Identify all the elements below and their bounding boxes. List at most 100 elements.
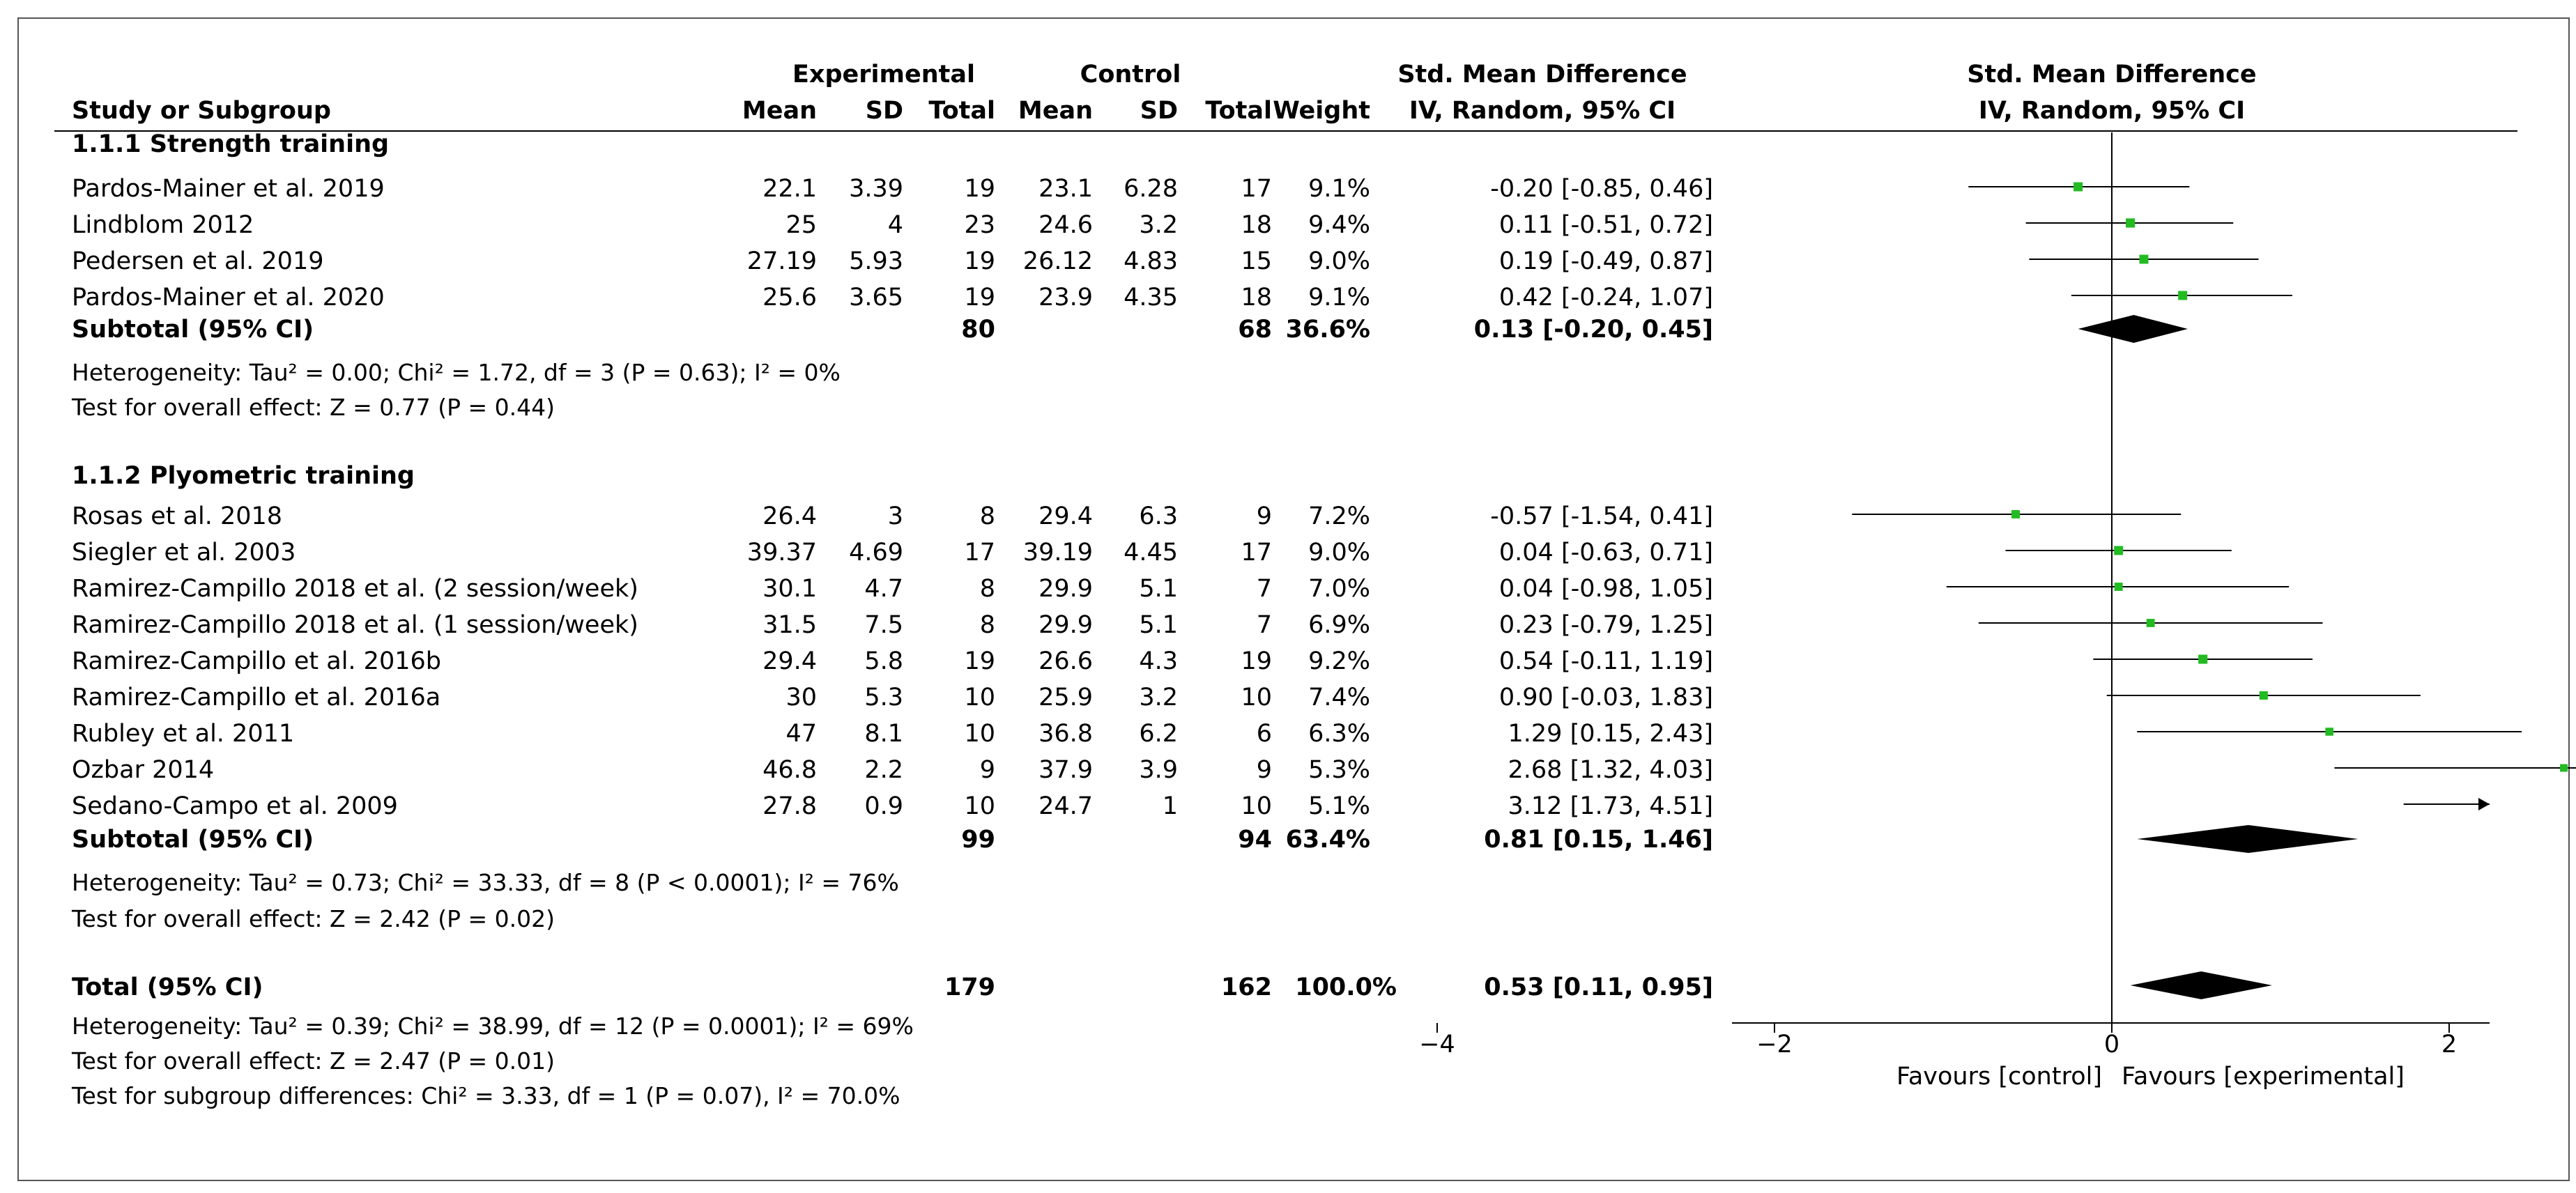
study-name: Lindblom 2012 xyxy=(72,211,254,239)
e-mean: 39.37 xyxy=(747,539,817,567)
c-total: 17 xyxy=(1241,539,1272,567)
ci-text: 0.11 [-0.51, 0.72] xyxy=(1499,211,1713,239)
study-marks xyxy=(1852,182,2576,999)
header-e-mean: Mean xyxy=(742,97,817,125)
subgroup-title: 1.1.2 Plyometric training xyxy=(72,462,415,490)
table-row: Rubley et al. 2011 47 8.1 10 36.8 6.2 6 … xyxy=(72,720,1713,748)
weight: 9.4% xyxy=(1308,211,1370,239)
ci-text: 2.68 [1.32, 4.03] xyxy=(1508,756,1713,784)
e-sd: 5.93 xyxy=(849,247,903,275)
c-total: 7 xyxy=(1257,575,1272,603)
c-total: 18 xyxy=(1241,284,1272,311)
header-method-plot: IV, Random, 95% CI xyxy=(1979,97,2245,125)
study-name: Ramirez-Campillo 2018 et al. (1 session/… xyxy=(72,611,638,639)
e-sd: 7.5 xyxy=(864,611,903,639)
summary-diamond xyxy=(2078,315,2188,343)
c-sd: 3.9 xyxy=(1139,756,1178,784)
heterogeneity-text: Heterogeneity: Tau² = 0.73; Chi² = 33.33… xyxy=(72,869,899,896)
point-estimate xyxy=(2146,619,2155,627)
c-mean: 23.1 xyxy=(1038,175,1093,203)
e-mean: 26.4 xyxy=(762,502,817,530)
c-sd: 6.2 xyxy=(1139,720,1178,748)
header-c-mean: Mean xyxy=(1018,97,1093,125)
c-mean: 29.4 xyxy=(1038,502,1093,530)
e-total: 10 xyxy=(964,792,995,820)
c-total: 7 xyxy=(1257,611,1272,639)
table-row: Ramirez-Campillo et al. 2016b 29.4 5.8 1… xyxy=(72,647,1713,675)
weight: 9.2% xyxy=(1308,647,1370,675)
header-c-sd: SD xyxy=(1140,97,1178,125)
e-total: 17 xyxy=(964,539,995,567)
ci-text: 3.12 [1.73, 4.51] xyxy=(1508,792,1713,820)
study-name: Pedersen et al. 2019 xyxy=(72,247,323,275)
subtotal-c-total: 94 xyxy=(1238,826,1272,854)
weight: 9.1% xyxy=(1308,284,1370,311)
e-total: 9 xyxy=(980,756,995,784)
subtotal-ci-text: 0.13 [-0.20, 0.45] xyxy=(1474,316,1713,344)
table-row: Pedersen et al. 2019 27.19 5.93 19 26.12… xyxy=(72,247,1713,275)
table-header: Experimental Control Std. Mean Differenc… xyxy=(72,61,2257,125)
subtotal-label: Subtotal (95% CI) xyxy=(72,826,314,854)
subtotal-label: Subtotal (95% CI) xyxy=(72,316,314,344)
c-mean: 25.9 xyxy=(1038,684,1093,711)
e-total: 8 xyxy=(980,502,995,530)
axis-tick-label: −2 xyxy=(1756,1031,1793,1059)
c-mean: 36.8 xyxy=(1038,720,1093,748)
e-mean: 31.5 xyxy=(762,611,817,639)
point-estimate xyxy=(2198,654,2208,664)
subtotal-c-total: 68 xyxy=(1238,316,1272,344)
c-total: 10 xyxy=(1241,684,1272,711)
point-estimate xyxy=(2325,728,2333,736)
subgroup-plyometric: 1.1.2 Plyometric training Rosas et al. 2… xyxy=(71,462,1713,932)
total-ci-text: 0.53 [0.11, 0.95] xyxy=(1484,973,1713,1001)
ci-text: -0.57 [-1.54, 0.41] xyxy=(1490,502,1713,530)
ci-text: 0.19 [-0.49, 0.87] xyxy=(1499,247,1713,275)
header-control: Control xyxy=(1080,61,1181,88)
table-row: Pardos-Mainer et al. 2020 25.6 3.65 19 2… xyxy=(72,284,1713,311)
e-total: 8 xyxy=(980,611,995,639)
e-mean: 25.6 xyxy=(762,284,817,311)
point-estimate xyxy=(2139,254,2149,264)
header-e-sd: SD xyxy=(866,97,903,125)
point-estimate xyxy=(2114,583,2123,591)
e-sd: 3.65 xyxy=(849,284,903,311)
table-row: Lindblom 2012 25 4 23 24.6 3.2 18 9.4% 0… xyxy=(72,211,1713,239)
point-estimate xyxy=(2178,291,2188,300)
weight: 9.0% xyxy=(1308,247,1370,275)
total-overall-effect-text: Test for overall effect: Z = 2.47 (P = 0… xyxy=(71,1047,555,1075)
header-weight: Weight xyxy=(1273,97,1370,125)
total-e-total: 179 xyxy=(944,973,995,1001)
overall-effect-text: Test for overall effect: Z = 2.42 (P = 0… xyxy=(71,905,555,932)
c-mean: 24.6 xyxy=(1038,211,1093,239)
e-total: 19 xyxy=(964,175,995,203)
total-section: Total (95% CI) 179 162 100.0% 0.53 [0.11… xyxy=(71,973,1713,1109)
table-row: Siegler et al. 2003 39.37 4.69 17 39.19 … xyxy=(72,539,1713,567)
table-row: Ramirez-Campillo 2018 et al. (1 session/… xyxy=(72,611,1713,639)
forest-plot-area: −4−2024 Favours [control] Favours [exper… xyxy=(1419,132,2576,1091)
c-total: 6 xyxy=(1257,720,1272,748)
e-total: 10 xyxy=(964,684,995,711)
c-total: 18 xyxy=(1241,211,1272,239)
table-row: Ozbar 2014 46.8 2.2 9 37.9 3.9 9 5.3% 2.… xyxy=(72,756,1713,784)
table-row: Ramirez-Campillo 2018 et al. (2 session/… xyxy=(72,575,1713,603)
c-mean: 37.9 xyxy=(1038,756,1093,784)
study-name: Ramirez-Campillo et al. 2016a xyxy=(72,684,440,711)
ci-arrow xyxy=(2478,798,2490,810)
favours-experimental-label: Favours [experimental] xyxy=(2122,1063,2405,1091)
e-mean: 47 xyxy=(785,720,817,748)
e-mean: 30 xyxy=(785,684,817,711)
subtotal-row: Subtotal (95% CI) 80 68 36.6% 0.13 [-0.2… xyxy=(72,316,1713,344)
ci-text: 0.90 [-0.03, 1.83] xyxy=(1499,684,1713,711)
study-name: Ramirez-Campillo et al. 2016b xyxy=(72,647,441,675)
header-e-total: Total xyxy=(928,97,995,125)
e-mean: 27.19 xyxy=(747,247,817,275)
study-name: Pardos-Mainer et al. 2020 xyxy=(72,284,385,311)
e-total: 19 xyxy=(964,647,995,675)
e-sd: 4.7 xyxy=(864,575,903,603)
c-mean: 39.19 xyxy=(1023,539,1093,567)
subtotal-weight: 36.6% xyxy=(1286,316,1370,344)
c-mean: 26.12 xyxy=(1023,247,1093,275)
e-total: 23 xyxy=(964,211,995,239)
c-mean: 23.9 xyxy=(1038,284,1093,311)
c-sd: 1 xyxy=(1163,792,1178,820)
